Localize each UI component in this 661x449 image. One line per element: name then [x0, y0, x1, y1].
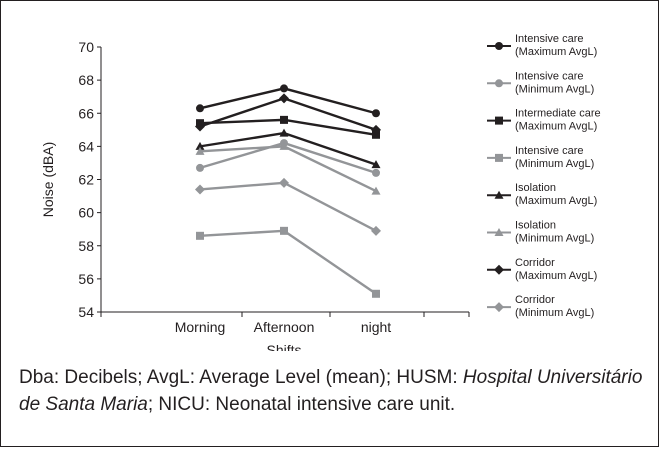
data-point — [195, 121, 205, 132]
y-tick-label: 68 — [78, 72, 94, 88]
noise-line-chart: 54 56 58 60 62 64 66 68 70 Morning Afternoon night S… — [40, 33, 601, 351]
data-point — [280, 226, 288, 235]
legend-label: (Minimum AvgL) — [515, 158, 594, 170]
data-point — [196, 104, 204, 113]
caption-part2: ; NICU: Neonatal intensive care unit. — [147, 394, 456, 415]
x-axis-title: Shifts — [266, 342, 301, 351]
data-point — [195, 146, 205, 155]
legend-swatch-marker — [494, 190, 504, 199]
legend-label: (Maximum AvgL) — [515, 195, 597, 207]
legend-item: Corridor(Maximum AvgL) — [487, 257, 597, 282]
data-point — [371, 160, 381, 169]
data-point — [371, 186, 381, 195]
legend-swatch-marker — [495, 153, 503, 162]
legend-label: (Maximum AvgL) — [515, 121, 597, 133]
data-point — [196, 231, 204, 240]
series-5 — [195, 128, 381, 169]
legend-label: Intensive care — [515, 33, 583, 45]
y-tick-label: 56 — [78, 271, 94, 287]
series-2 — [196, 139, 380, 177]
legend-label: (Maximum AvgL) — [515, 270, 597, 282]
legend-item: Isolation(Minimum AvgL) — [487, 220, 594, 245]
data-point — [195, 184, 205, 195]
data-point — [196, 163, 204, 172]
data-point — [372, 289, 380, 298]
series-4 — [196, 226, 380, 298]
data-point — [195, 141, 205, 150]
x-tick-label: Morning — [175, 319, 226, 335]
legend-swatch-marker — [495, 42, 503, 50]
y-axis-title: Noise (dBA) — [40, 142, 56, 217]
y-tick-label: 58 — [78, 238, 94, 254]
series-line — [199, 229, 377, 295]
figure-caption: Dba: Decibels; AvgL: Average Level (mean… — [19, 364, 649, 418]
data-point — [279, 93, 289, 104]
legend-swatch-marker — [494, 264, 504, 275]
y-tick-label: 70 — [78, 39, 94, 55]
legend-item: Isolation(Maximum AvgL) — [487, 182, 597, 207]
legend-label: (Maximum AvgL) — [515, 46, 597, 58]
y-tick-label: 60 — [78, 205, 94, 221]
legend-label: Isolation — [515, 182, 556, 194]
legend-swatch-marker — [494, 228, 504, 236]
legend-label: Isolation — [515, 220, 556, 232]
series-line — [199, 181, 377, 232]
data-point — [279, 177, 289, 188]
legend-label: Intensive care — [515, 145, 583, 157]
legend-swatch-marker — [494, 302, 504, 313]
data-point — [371, 124, 381, 135]
caption-part1: Dba: Decibels; AvgL: Average Level (mean… — [19, 367, 463, 388]
data-point — [279, 128, 289, 137]
series-6 — [195, 141, 381, 195]
legend-label: (Minimum AvgL) — [515, 307, 594, 319]
data-point — [279, 141, 289, 150]
data-point — [280, 115, 288, 124]
x-tick-label: night — [361, 319, 391, 335]
series-8 — [195, 177, 381, 236]
legend-label: (Minimum AvgL) — [515, 83, 594, 95]
y-tick-label: 54 — [78, 304, 94, 320]
legend: Intensive care(Maximum AvgL)Intensive ca… — [487, 33, 601, 319]
legend-label: Corridor — [515, 257, 555, 269]
legend-item: Intensive care(Minimum AvgL) — [487, 70, 594, 95]
legend-label: Corridor — [515, 294, 555, 306]
series-7 — [195, 93, 381, 135]
legend-swatch-marker — [495, 79, 503, 88]
data-point — [371, 225, 381, 236]
data-point — [372, 109, 380, 118]
legend-label: Intermediate care — [515, 108, 601, 120]
y-tick-label: 62 — [78, 172, 94, 188]
series-1 — [196, 84, 380, 118]
legend-swatch-marker — [495, 116, 503, 125]
caption-hospital-name: Hospital Universitário de Santa Maria — [19, 367, 643, 415]
legend-item: Intermediate care(Maximum AvgL) — [487, 108, 601, 133]
legend-label: (Minimum AvgL) — [515, 233, 594, 245]
data-point — [280, 84, 288, 93]
legend-label: Intensive care — [515, 70, 583, 82]
data-point — [372, 168, 380, 177]
y-tick-label: 64 — [78, 138, 94, 154]
legend-item: Intensive care(Maximum AvgL) — [487, 33, 597, 58]
legend-item: Corridor(Minimum AvgL) — [487, 294, 594, 319]
x-tick-label: Afternoon — [254, 319, 315, 335]
legend-item: Intensive care(Minimum AvgL) — [487, 145, 594, 170]
y-tick-label: 66 — [78, 105, 94, 121]
